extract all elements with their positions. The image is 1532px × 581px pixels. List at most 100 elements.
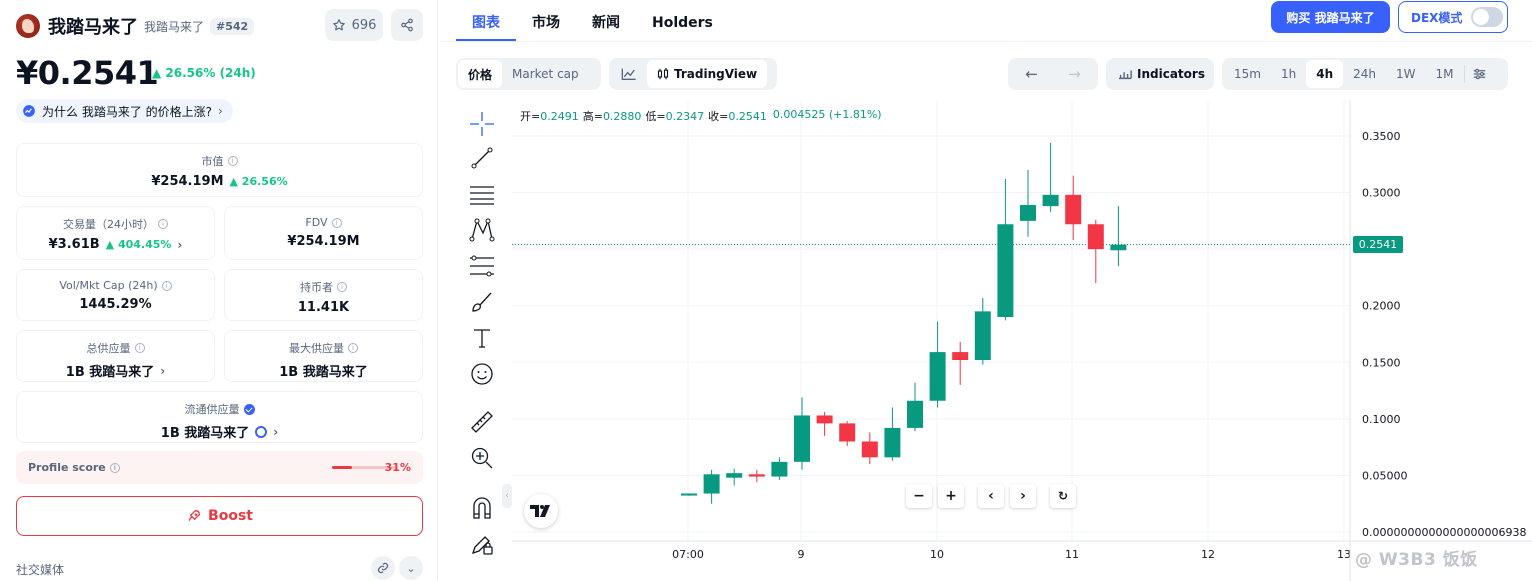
info-icon[interactable]: i <box>227 156 238 166</box>
candle-body <box>884 427 901 458</box>
profile-score-label: Profile score <box>28 461 106 474</box>
holders-label: 持币者 <box>300 281 333 294</box>
vol-mkt-value: 1445.29% <box>79 297 152 312</box>
interval-4h[interactable]: 4h <box>1306 60 1344 88</box>
indicators-icon <box>1118 70 1132 80</box>
zoom-in-icon <box>471 447 493 469</box>
scroll-left-button[interactable]: ‹ <box>978 484 1004 508</box>
tab-news[interactable]: 新闻 <box>592 15 620 31</box>
zoom-in-button[interactable]: + <box>938 484 964 508</box>
candles-icon <box>657 68 669 80</box>
link-button[interactable] <box>371 556 395 580</box>
profile-score-fill <box>332 466 352 469</box>
zoom-out-button[interactable]: − <box>906 484 932 508</box>
interval-1h[interactable]: 1h <box>1280 67 1297 81</box>
ruler-icon <box>471 411 493 433</box>
info-icon[interactable]: i <box>109 462 120 473</box>
interval-15m[interactable]: 15m <box>1234 67 1261 81</box>
profile-score[interactable]: Profile score i 31% <box>16 451 423 484</box>
chevron-left-icon: ‹ <box>988 488 994 504</box>
info-icon[interactable]: i <box>331 217 342 228</box>
ruler-tool[interactable] <box>466 406 498 438</box>
chevron-left-icon: ‹ <box>505 491 509 501</box>
why-price-link[interactable]: 为什么 我踏马来了 的价格上涨? › <box>16 99 233 123</box>
candle-body <box>929 352 946 401</box>
scroll-right-button[interactable]: › <box>1010 484 1036 508</box>
candle-body <box>974 311 991 361</box>
forward-button[interactable]: → <box>1053 60 1096 88</box>
share-icon <box>401 18 413 32</box>
interval-24h[interactable]: 24h <box>1353 67 1376 81</box>
crosshair-icon <box>470 112 494 136</box>
info-icon[interactable]: i <box>161 280 172 291</box>
trend-line-tool[interactable] <box>466 142 498 174</box>
line-chart-option[interactable] <box>611 60 647 88</box>
brush-icon <box>472 292 492 312</box>
info-icon[interactable]: i <box>348 343 358 353</box>
y-tick-label: 0.05000 <box>1362 469 1408 482</box>
fib-tool[interactable] <box>466 250 498 282</box>
indicators-button[interactable]: Indicators <box>1106 58 1214 90</box>
horizontal-lines-tool[interactable] <box>466 178 498 210</box>
crosshair-tool[interactable] <box>466 108 498 140</box>
info-icon[interactable]: i <box>158 219 168 229</box>
social-media-label: 社交媒体 <box>16 563 65 577</box>
dex-mode-toggle[interactable]: DEX模式 <box>1398 1 1508 33</box>
open-value: 0.2491 <box>540 110 579 123</box>
arrow-left-icon: ← <box>1025 65 1038 83</box>
candle-body <box>997 224 1014 318</box>
market-cap-change: ▲ 26.56% <box>229 175 288 188</box>
indicators-item: Indicators <box>1108 60 1215 88</box>
collapse-toolbar-button[interactable]: ‹ <box>502 484 512 508</box>
candlestick-chart[interactable]: 07:009101112130.35000.30000.25000.20000.… <box>512 100 1532 581</box>
expand-social-button[interactable]: ⌄ <box>399 556 423 580</box>
market-cap-option[interactable]: Market cap <box>512 67 579 81</box>
tab-markets[interactable]: 市场 <box>532 15 560 31</box>
text-tool[interactable] <box>466 322 498 354</box>
share-button[interactable] <box>391 9 423 41</box>
history-nav: ← → <box>1008 58 1098 90</box>
interval-1m[interactable]: 1M <box>1435 67 1454 81</box>
price-option[interactable]: 价格 <box>458 60 503 88</box>
chevron-right-icon: › <box>177 237 183 252</box>
ohlc-legend: 开=0.2491 高=0.2880 低=0.2347 收=0.2541 0.00… <box>520 108 882 124</box>
circulating-supply-card[interactable]: 流通供应量 1B 我踏马来了 › <box>16 391 423 443</box>
info-icon[interactable]: i <box>337 282 347 292</box>
tradingview-option[interactable]: TradingView <box>647 60 768 88</box>
tab-chart[interactable]: 图表 <box>456 0 516 41</box>
max-supply-value: 1B 我踏马来了 <box>279 365 368 380</box>
info-icon[interactable]: i <box>134 343 145 353</box>
pattern-tool[interactable] <box>466 214 498 246</box>
close-value: 0.2541 <box>728 110 767 123</box>
vol-mkt-card: Vol/Mkt Cap (24h) i 1445.29% <box>16 269 215 321</box>
back-button[interactable]: ← <box>1010 60 1053 88</box>
tradingview-logo-icon <box>530 505 550 517</box>
lock-drawings-tool[interactable] <box>466 528 498 560</box>
magnet-tool[interactable] <box>466 492 498 524</box>
reset-chart-button[interactable]: ↻ <box>1050 484 1076 508</box>
candle-body <box>1065 194 1082 225</box>
brush-tool[interactable] <box>466 286 498 318</box>
tab-holders[interactable]: Holders <box>652 15 713 31</box>
pencil-lock-icon <box>471 536 493 555</box>
volume-card[interactable]: 交易量（24小时） i ¥3.61B ▲ 404.45% › <box>16 206 215 260</box>
holders-value: 11.41K <box>297 300 350 315</box>
zoom-tool[interactable] <box>466 442 498 474</box>
total-supply-card[interactable]: 总供应量 i 1B 我踏马来了 › <box>16 330 215 382</box>
candle-body <box>748 474 765 477</box>
interval-1w[interactable]: 1W <box>1396 67 1416 81</box>
open-label: 开= <box>520 110 541 123</box>
change-value: 0.004525 (+1.81%) <box>772 108 882 121</box>
chart-settings-button[interactable] <box>1463 65 1494 83</box>
rocket-icon <box>188 510 201 521</box>
volume-change: ▲ 404.45% <box>105 238 172 251</box>
tradingview-logo[interactable] <box>524 494 558 528</box>
boost-button[interactable]: Boost <box>16 496 423 536</box>
dex-toggle-switch[interactable] <box>1471 7 1503 27</box>
watermark: @ W3B3 饭饭 <box>1355 550 1478 570</box>
max-supply-label: 最大供应量 <box>289 342 344 355</box>
buy-button[interactable]: 购买 我踏马来了 <box>1271 1 1390 33</box>
candle-body <box>1087 224 1104 250</box>
emoji-tool[interactable] <box>466 358 498 390</box>
watchlist-button[interactable]: 696 <box>325 9 383 41</box>
